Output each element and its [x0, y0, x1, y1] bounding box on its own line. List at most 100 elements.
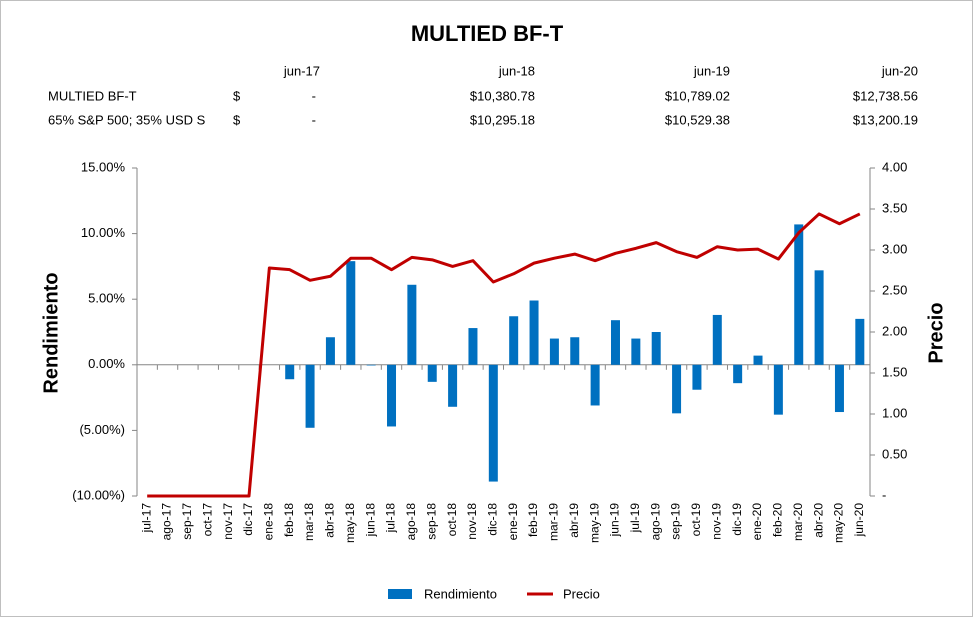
x-tick-label: sep-17	[180, 503, 194, 540]
x-tick-label: oct-17	[200, 503, 214, 537]
y2-tick-label: -	[882, 487, 886, 502]
x-tick-label: ago-19	[648, 503, 662, 541]
bar	[570, 337, 580, 365]
bar	[509, 316, 519, 365]
x-tick-label: nov-17	[221, 503, 235, 540]
bar	[346, 261, 356, 365]
y-tick-label: (10.00%)	[72, 487, 125, 502]
table-header: jun-17	[283, 63, 320, 78]
x-tick-label: nov-19	[709, 503, 723, 540]
table-cell: -	[312, 88, 316, 103]
legend-label: Rendimiento	[424, 586, 497, 601]
bar	[285, 364, 295, 380]
table-cell: $10,295.18	[470, 112, 535, 127]
y-tick-label: 5.00%	[88, 291, 125, 306]
x-tick-label: dic-18	[485, 503, 499, 536]
table-header: jun-19	[693, 63, 730, 78]
x-tick-label: abr-19	[567, 503, 581, 538]
x-tick-label: jun-20	[852, 503, 866, 538]
x-tick-label: dic-17	[241, 503, 255, 536]
bar	[712, 314, 722, 365]
x-tick-label: abr-18	[323, 503, 337, 538]
bar	[753, 355, 763, 365]
legend-label: Precio	[563, 586, 600, 601]
x-tick-label: mar-19	[547, 503, 561, 541]
bar	[814, 270, 824, 365]
bar	[387, 364, 397, 427]
y2-tick-label: 1.00	[882, 405, 907, 420]
bar	[610, 320, 620, 365]
x-tick-label: abr-20	[811, 503, 825, 538]
y2-axis-title: Precio	[925, 302, 947, 363]
table-cell: 65% S&P 500; 35% USD S	[48, 112, 206, 127]
y2-tick-label: 1.50	[882, 364, 907, 379]
table-cell: -	[312, 112, 316, 127]
table-cell: $13,200.19	[853, 112, 918, 127]
y2-tick-label: 3.00	[882, 241, 907, 256]
y2-tick-label: 2.00	[882, 323, 907, 338]
bar	[773, 364, 783, 415]
y-tick-label: 10.00%	[81, 225, 126, 240]
x-tick-label: jul-19	[628, 503, 642, 534]
x-tick-label: jul-18	[384, 503, 398, 534]
y-axis-title: Rendimiento	[40, 272, 62, 393]
table-cell: $10,789.02	[665, 88, 730, 103]
y-tick-label: (5.00%)	[79, 422, 125, 437]
x-tick-label: oct-19	[689, 503, 703, 537]
bar	[733, 364, 743, 384]
x-tick-label: sep-19	[669, 503, 683, 540]
x-tick-label: feb-19	[526, 503, 540, 537]
x-tick-label: nov-18	[465, 503, 479, 540]
bar	[549, 338, 559, 365]
bar	[468, 328, 478, 365]
table-cell: $12,738.56	[853, 88, 918, 103]
y2-tick-label: 3.50	[882, 200, 907, 215]
x-tick-label: oct-18	[445, 503, 459, 537]
x-tick-label: jun-19	[608, 503, 622, 538]
y-tick-label: 15.00%	[81, 159, 126, 174]
x-tick-label: ene-18	[262, 503, 276, 541]
table-cell: $10,380.78	[470, 88, 535, 103]
bar	[448, 364, 458, 407]
bar	[325, 337, 335, 365]
x-tick-label: dic-19	[730, 503, 744, 536]
x-tick-label: ene-20	[750, 503, 764, 541]
bar	[651, 332, 661, 365]
x-tick-label: mar-20	[791, 503, 805, 541]
bar	[692, 364, 702, 390]
line	[147, 212, 861, 498]
x-tick-label: sep-18	[424, 503, 438, 540]
bar	[488, 364, 498, 482]
bar	[427, 364, 437, 382]
x-tick-label: may-19	[587, 503, 601, 543]
bar	[631, 338, 641, 365]
bar	[855, 318, 865, 365]
table-cell: MULTIED BF-T	[48, 88, 137, 103]
bar	[590, 364, 600, 406]
table-cell: $10,529.38	[665, 112, 730, 127]
x-tick-label: may-20	[832, 503, 846, 543]
x-tick-label: mar-18	[302, 503, 316, 541]
x-tick-label: jun-18	[363, 503, 377, 538]
bar	[794, 224, 804, 365]
legend-swatch	[388, 589, 412, 599]
x-tick-label: ago-17	[160, 503, 174, 541]
table-cell: $	[233, 88, 241, 103]
bar	[305, 364, 315, 428]
y2-tick-label: 2.50	[882, 282, 907, 297]
y-tick-label: 0.00%	[88, 356, 125, 371]
y2-tick-label: 0.50	[882, 446, 907, 461]
bar	[407, 284, 417, 365]
chart-title: MULTIED BF-T	[411, 21, 564, 46]
bar	[672, 364, 682, 414]
x-tick-label: ago-18	[404, 503, 418, 541]
table-header: jun-20	[881, 63, 918, 78]
x-tick-label: feb-18	[282, 503, 296, 537]
bar	[834, 364, 844, 413]
table-header: jun-18	[498, 63, 535, 78]
x-tick-label: feb-20	[771, 503, 785, 537]
x-tick-label: may-18	[343, 503, 357, 543]
